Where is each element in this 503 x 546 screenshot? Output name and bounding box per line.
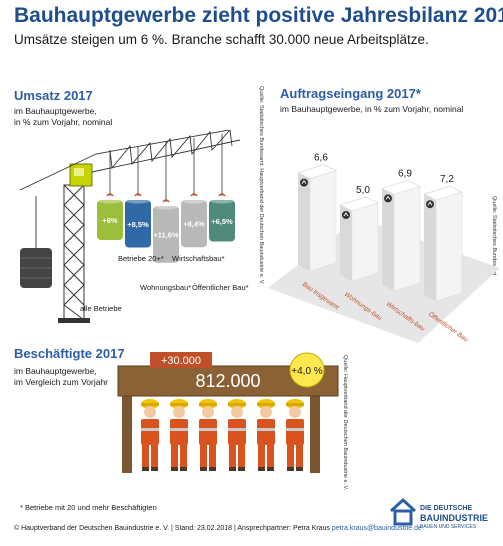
page-subtitle: Umsätze steigen um 6 %. Branche schafft … <box>14 32 429 47</box>
board-post-right <box>310 378 320 473</box>
worker-figure <box>286 399 304 471</box>
umsatz-cat-label: alle Betriebe <box>80 304 122 313</box>
umsatz-barrel: +8,5% <box>125 146 151 248</box>
credit-text: © Hauptverband der Deutschen Bauindustri… <box>14 525 330 532</box>
page-title: Bauhauptgewerbe zieht positive Jahresbil… <box>14 4 503 27</box>
umsatz-value-label: +11,6% <box>153 230 179 239</box>
umsatz-barrel: +6% <box>97 150 123 240</box>
arrow-up-icon <box>426 200 434 209</box>
crane-cab <box>69 163 93 187</box>
umsatz-cat-label: Betriebe 20+* <box>118 254 164 263</box>
umsatz-desc-1: im Bauhauptgewerbe, <box>14 106 97 116</box>
worker-figure <box>257 399 275 471</box>
arrow-up-icon <box>300 178 308 187</box>
plus-badge-text: +30.000 <box>161 355 201 367</box>
house-logo-icon <box>389 497 417 526</box>
umsatz-barrel: +11,6% <box>153 142 179 263</box>
arrow-up-icon <box>342 211 350 219</box>
worker-figure <box>199 399 217 471</box>
auftrag-title: Auftragseingang 2017* <box>280 86 421 101</box>
worker-figure <box>141 399 159 471</box>
pct-text: +4,0 % <box>291 366 323 377</box>
umsatz-title: Umsatz 2017 <box>14 88 93 103</box>
worker-figure <box>228 399 246 471</box>
umsatz-value-label: +6,5% <box>211 217 233 226</box>
total-text: 812.000 <box>195 371 260 391</box>
umsatz-barrel: +6,5% <box>209 134 235 242</box>
auftrag-value-label: 5,0 <box>356 185 370 196</box>
umsatz-barrel: +8,4% <box>181 138 207 248</box>
auftrag-value-label: 7,2 <box>440 174 454 185</box>
counterweight <box>20 196 52 288</box>
umsatz-desc-2: in % zum Vorjahr, nominal <box>14 117 113 127</box>
umsatz-value-label: +8,5% <box>127 220 149 229</box>
worker-figure <box>170 399 188 471</box>
umsatz-cat-label: Öffentlicher Bau* <box>192 283 249 292</box>
umsatz-value-label: +8,4% <box>183 220 205 229</box>
credit-email[interactable]: petra.kraus@bauindustrie.de <box>331 525 422 532</box>
beschaeftigte-board: +30.000 812.000 +4,0 % <box>117 352 339 473</box>
logo-line-2: BAUINDUSTRIE <box>420 513 489 523</box>
logo-line-1: DIE DEUTSCHE <box>420 505 473 512</box>
umsatz-cat-label: Wohnungsbau* <box>140 283 192 292</box>
umsatz-cat-label: Wirtschaftsbau* <box>172 254 225 263</box>
plus-badge <box>150 352 212 368</box>
beschaeftigte-desc-2: im Vergleich zum Vorjahr <box>14 377 109 387</box>
arrow-up-icon <box>384 194 392 203</box>
board-post-left <box>122 378 132 473</box>
auftrag-value-label: 6,6 <box>314 153 328 164</box>
logo-line-3: BAUEN UND SERVICES <box>420 524 477 530</box>
pct-circle <box>289 352 325 388</box>
beschaeftigte-desc-1: im Bauhauptgewerbe, <box>14 366 97 376</box>
crane-base <box>58 318 90 323</box>
umsatz-chart: +6% +8,5% +11,6% +8,4% +6,5% <box>19 130 241 323</box>
auftrag-desc: im Bauhauptgewerbe, in % zum Vorjahr, no… <box>280 104 464 114</box>
credit-line: © Hauptverband der Deutschen Bauindustri… <box>14 525 422 532</box>
beschaeftigte-title: Beschäftigte 2017 <box>14 346 125 361</box>
umsatz-value-label: +6% <box>102 216 118 225</box>
crane-jib <box>19 130 241 191</box>
footnote: * Betriebe mit 20 und mehr Beschäftigten <box>20 503 157 512</box>
auftrag-value-label: 6,9 <box>398 168 412 179</box>
crane-mast <box>63 184 85 321</box>
